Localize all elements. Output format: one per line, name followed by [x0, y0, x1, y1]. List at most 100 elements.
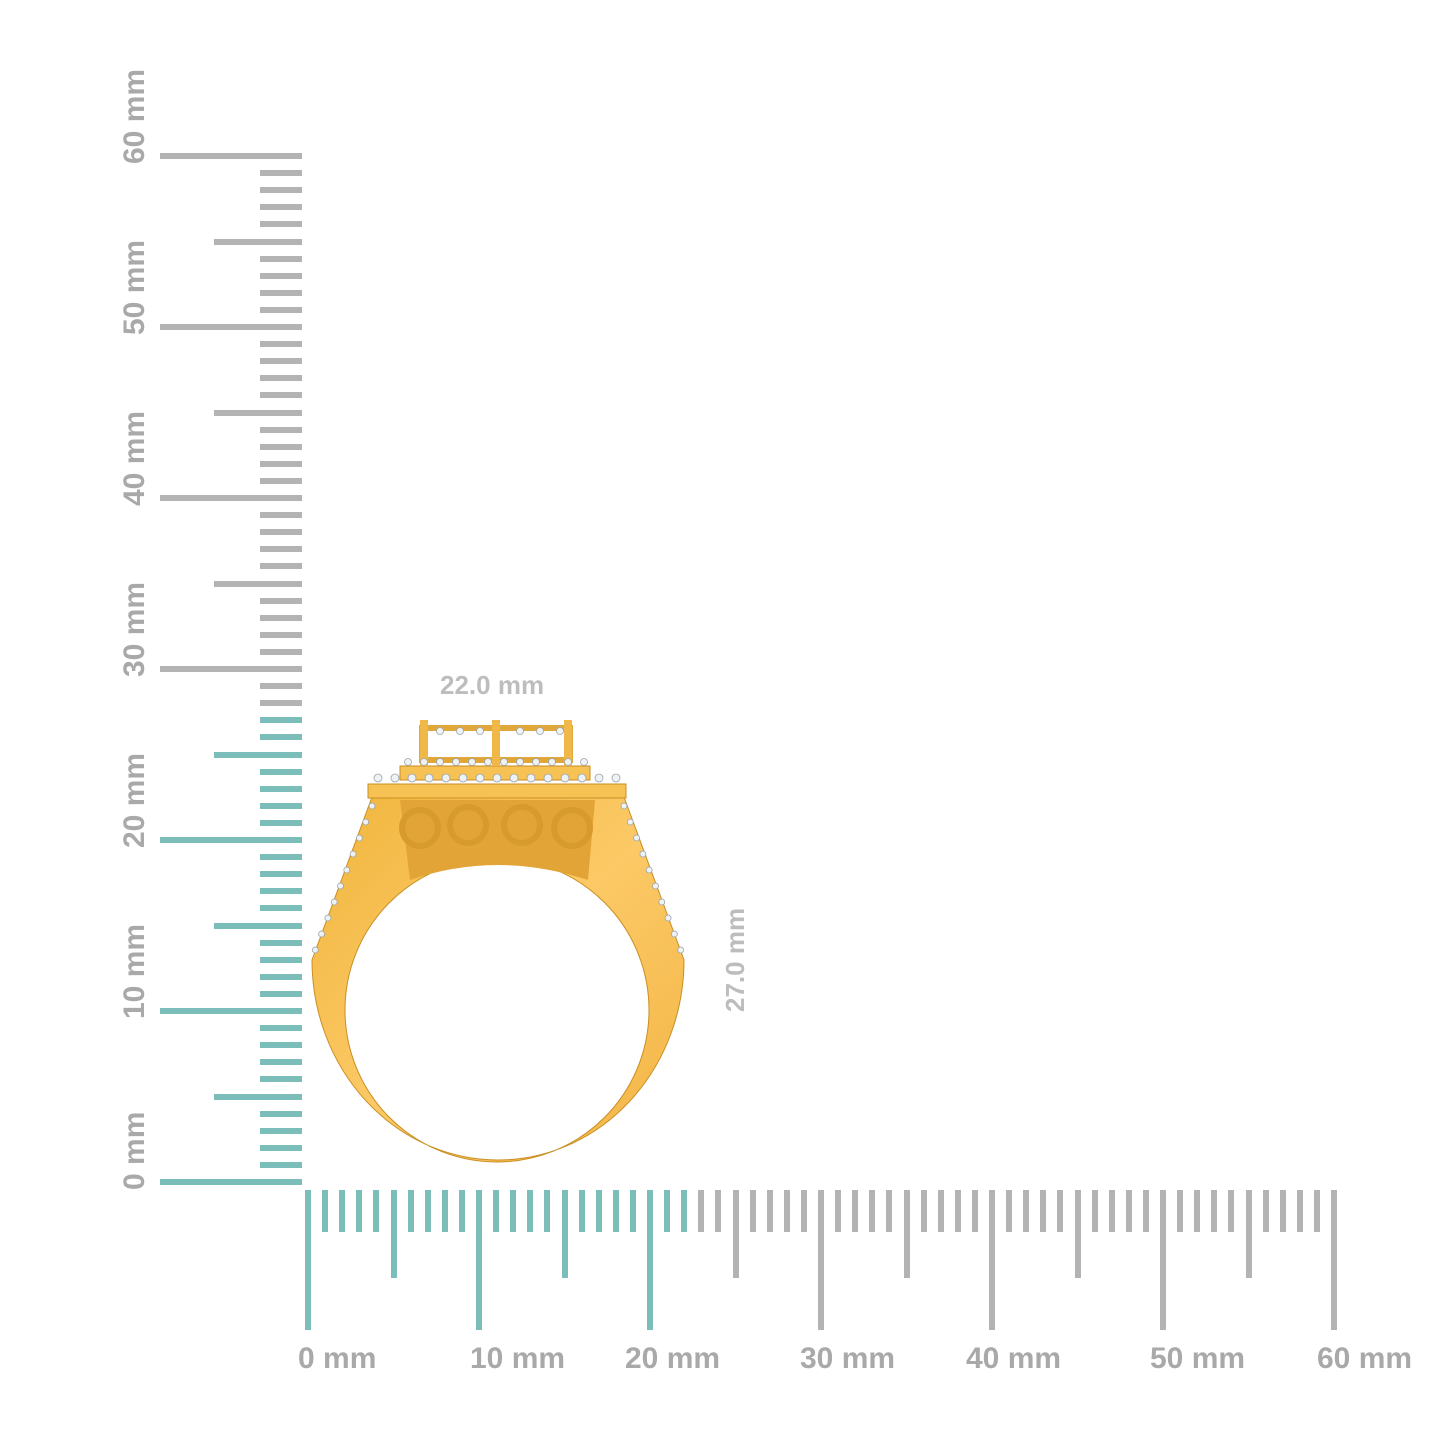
vertical-ruler-tick	[260, 563, 302, 570]
vertical-ruler-tick	[160, 1179, 302, 1185]
horizontal-ruler-tick	[561, 1190, 568, 1278]
vertical-ruler-tick	[260, 939, 302, 946]
diamond	[526, 773, 536, 783]
horizontal-ruler-label: 40 mm	[966, 1342, 1062, 1375]
vertical-ruler-tick	[214, 409, 302, 416]
diamond	[476, 727, 484, 735]
height-dimension-label: 27.0 mm	[720, 907, 750, 1012]
vertical-ruler-tick	[260, 204, 302, 211]
diamond	[500, 758, 508, 766]
horizontal-ruler-tick	[1228, 1190, 1235, 1232]
vertical-ruler-tick	[260, 871, 302, 878]
vertical-ruler-tick	[260, 443, 302, 450]
horizontal-ruler-tick	[766, 1190, 773, 1232]
vertical-ruler-tick	[260, 341, 302, 348]
vertical-ruler-tick	[260, 973, 302, 980]
vertical-ruler-tick	[260, 255, 302, 262]
diamond	[509, 773, 519, 783]
vertical-ruler-tick	[260, 1059, 302, 1066]
diamond	[337, 882, 344, 890]
diamond	[441, 773, 451, 783]
horizontal-ruler-tick	[852, 1190, 859, 1232]
vertical-ruler-tick	[260, 289, 302, 296]
diamond	[468, 758, 476, 766]
diamond	[324, 914, 332, 922]
diamond	[611, 773, 621, 783]
vertical-ruler-tick	[260, 1042, 302, 1049]
vertical-ruler-tick	[260, 819, 302, 826]
vertical-ruler-tick	[260, 1110, 302, 1117]
vertical-ruler-tick	[260, 854, 302, 861]
horizontal-ruler-label: 0 mm	[298, 1342, 377, 1375]
vertical-ruler-tick	[160, 837, 302, 843]
diamond	[633, 834, 640, 842]
horizontal-ruler-tick	[1245, 1190, 1252, 1278]
diamond	[373, 773, 383, 783]
diamond	[330, 898, 338, 906]
diamond	[543, 773, 553, 783]
diamond	[362, 818, 370, 826]
diamond	[516, 758, 524, 766]
vertical-ruler-tick	[260, 734, 302, 741]
vertical-ruler-tick	[260, 358, 302, 365]
vertical-ruler-tick	[260, 1076, 302, 1083]
horizontal-ruler-tick	[715, 1190, 722, 1232]
vertical-ruler-tick	[260, 597, 302, 604]
vertical-ruler-tick	[260, 802, 302, 809]
horizontal-ruler-tick	[869, 1190, 876, 1232]
prong-center	[492, 720, 500, 766]
horizontal-ruler-tick	[698, 1190, 705, 1232]
horizontal-ruler-tick	[1057, 1190, 1064, 1232]
vertical-ruler-tick	[260, 700, 302, 707]
vertical-ruler-tick	[260, 990, 302, 997]
vertical-ruler-tick	[160, 153, 302, 159]
vertical-ruler-tick	[260, 187, 302, 194]
horizontal-ruler-tick	[407, 1190, 414, 1232]
diamond	[594, 773, 604, 783]
diamond	[318, 930, 326, 938]
horizontal-ruler-tick	[1023, 1190, 1030, 1232]
ring-band	[311, 796, 685, 1163]
diamond	[580, 758, 588, 766]
vertical-ruler-tick	[160, 1008, 302, 1014]
diamond	[536, 727, 544, 735]
diamond	[658, 898, 666, 906]
horizontal-ruler-tick	[1194, 1190, 1201, 1232]
horizontal-ruler-tick	[971, 1190, 978, 1232]
horizontal-ruler-tick	[954, 1190, 961, 1232]
vertical-ruler-tick	[214, 922, 302, 929]
diamond	[652, 882, 659, 890]
scroll-filigree	[399, 804, 593, 849]
vertical-ruler-tick	[160, 495, 302, 501]
diamond	[492, 773, 502, 783]
horizontal-ruler-label: 30 mm	[800, 1342, 896, 1375]
horizontal-ruler-tick	[1108, 1190, 1115, 1232]
vertical-ruler-tick	[260, 785, 302, 792]
diamond	[564, 758, 572, 766]
diamond	[532, 758, 540, 766]
diamond	[420, 758, 428, 766]
horizontal-ruler-tick	[424, 1190, 431, 1232]
horizontal-ruler-tick	[1331, 1190, 1337, 1330]
horizontal-ruler-tick	[835, 1190, 842, 1232]
vertical-ruler-tick	[260, 529, 302, 536]
diamond	[484, 758, 492, 766]
horizontal-ruler-label: 10 mm	[470, 1342, 566, 1375]
horizontal-ruler-tick	[800, 1190, 807, 1232]
vertical-ruler-tick	[260, 272, 302, 279]
horizontal-ruler-tick	[595, 1190, 602, 1232]
horizontal-ruler-label: 60 mm	[1317, 1342, 1413, 1375]
vertical-ruler-tick	[260, 306, 302, 313]
diamond	[560, 773, 570, 783]
diamond	[368, 802, 376, 810]
diamond	[645, 866, 653, 874]
vertical-ruler-tick	[260, 392, 302, 399]
horizontal-ruler-tick	[1040, 1190, 1047, 1232]
vertical-ruler-tick	[260, 1161, 302, 1168]
horizontal-ruler-tick	[476, 1190, 482, 1330]
horizontal-ruler-tick	[510, 1190, 517, 1232]
prong-right	[564, 720, 572, 766]
diamond	[671, 930, 678, 938]
